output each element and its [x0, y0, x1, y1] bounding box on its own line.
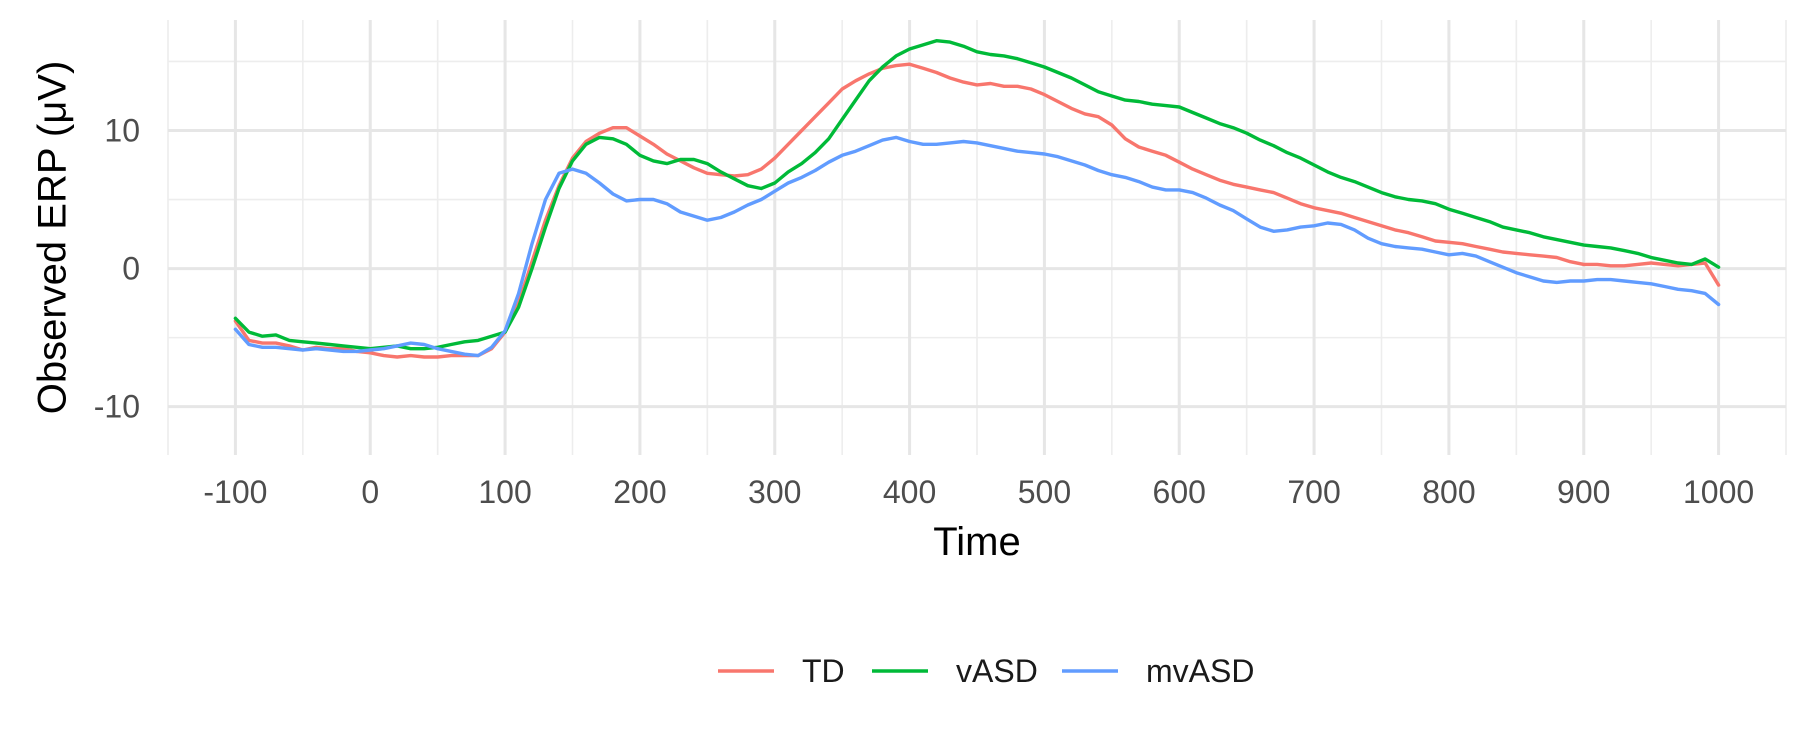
legend-label: vASD: [956, 653, 1038, 689]
x-tick-label: 500: [1018, 474, 1071, 510]
plot-series: [233, 39, 1721, 359]
legend-item-mvasd: mvASD: [1062, 653, 1254, 689]
x-axis-title: Time: [933, 520, 1020, 564]
legend-item-td: TD: [718, 653, 845, 689]
series-line-mvasd: [233, 135, 1721, 358]
y-tick-label: 0: [122, 251, 140, 287]
x-tick-label: 1000: [1683, 474, 1754, 510]
x-tick-label: 200: [613, 474, 666, 510]
x-tick-label: 400: [883, 474, 936, 510]
x-tick-label: 800: [1422, 474, 1475, 510]
x-tick-label: 100: [478, 474, 531, 510]
y-tick-label: 10: [104, 112, 140, 148]
y-axis-tick-labels: -10 0 10: [94, 112, 140, 424]
x-tick-label: 0: [361, 474, 379, 510]
series-line-vasd: [233, 39, 1721, 351]
x-tick-label: -100: [203, 474, 267, 510]
y-axis-title: Observed ERP (μV): [31, 61, 75, 415]
y-tick-label: -10: [94, 389, 140, 425]
x-tick-label: 600: [1153, 474, 1206, 510]
x-tick-label: 900: [1557, 474, 1610, 510]
legend-label: TD: [802, 653, 845, 689]
x-tick-label: 700: [1287, 474, 1340, 510]
x-tick-label: 300: [748, 474, 801, 510]
legend-label: mvASD: [1146, 653, 1254, 689]
x-axis-tick-labels: -100 0 100 200 300 400 500 600 700 800 900 1000: [203, 474, 1754, 510]
legend-item-vasd: vASD: [872, 653, 1038, 689]
legend: TD vASD mvASD: [718, 653, 1254, 689]
plot-grid: [167, 20, 1787, 455]
